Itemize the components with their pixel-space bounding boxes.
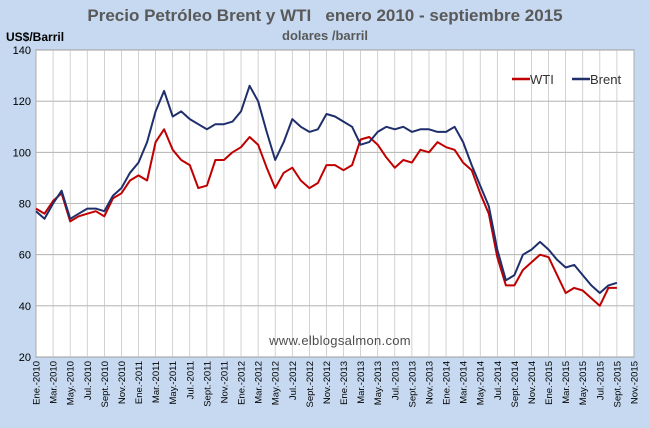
- y-axis-label: US$/Barril: [6, 30, 65, 44]
- x-tick-label: Nov.-2011: [219, 361, 230, 403]
- x-tick-label: Nov.-2012: [322, 361, 333, 404]
- x-tick-label: Sept.-2015: [612, 361, 623, 407]
- horizontal-gridlines: [36, 49, 634, 358]
- legend-label-brent: Brent: [590, 72, 621, 87]
- x-tick-label: Nov.-2014: [527, 361, 538, 404]
- x-tick-label: Ene.-2015: [544, 361, 555, 405]
- legend-label-wti: WTI: [530, 72, 554, 87]
- x-tick-label: Jul.-2013: [390, 361, 401, 400]
- y-tick-label: 40: [19, 301, 31, 313]
- watermark-text: www.elblogsalmon.com: [268, 333, 411, 348]
- x-tick-label: Sept.-2012: [305, 361, 316, 407]
- x-tick-label: May.-2015: [578, 361, 589, 405]
- x-tick-label: May.-2014: [476, 361, 487, 405]
- x-tick-label: Sept.-2010: [100, 361, 111, 407]
- x-tick-label: Mar.-2011: [151, 361, 162, 403]
- x-tick-label: Jul.-2014: [493, 361, 504, 400]
- x-tick-label: Ene.-2013: [339, 361, 350, 405]
- series-lines: [35, 84, 618, 307]
- legend: WTI Brent: [512, 72, 621, 87]
- chart-title: Precio Petróleo Brent y WTI enero 2010 -…: [87, 6, 563, 25]
- x-tick-label: Ene.-2010: [32, 361, 43, 405]
- x-tick-label: Nov.-2013: [424, 361, 435, 404]
- x-tick-label: Ene.-2011: [134, 361, 145, 404]
- y-tick-label: 20: [19, 352, 31, 364]
- chart-subtitle: dolares /barril: [282, 28, 368, 43]
- x-tick-label: Mar.-2015: [561, 361, 572, 404]
- y-tick-label: 140: [13, 45, 31, 57]
- y-tick-label: 100: [13, 147, 31, 159]
- series-line-wti: [35, 128, 617, 307]
- x-tick-label: Jul.-2015: [595, 361, 606, 400]
- x-tick-label: Sept.-2014: [510, 361, 521, 407]
- y-tick-label: 60: [19, 250, 31, 262]
- x-tick-label: Sept.-2011: [202, 361, 213, 407]
- x-tick-label: May.-2012: [271, 361, 282, 405]
- x-tick-label: Nov.-2010: [117, 361, 128, 404]
- x-tick-label: Ene.-2012: [237, 361, 248, 405]
- x-tick-label: May.-2011: [168, 361, 179, 404]
- x-tick-label: May.-2010: [66, 361, 77, 405]
- x-tick-label: Jul.-2010: [83, 361, 94, 400]
- x-tick-label: Mar.-2012: [254, 361, 265, 404]
- y-tick-labels: 20 40 60 80 100 120 140: [13, 45, 31, 364]
- x-tick-labels: Ene.-2010 Mar.-2010 May.-2010 Jul.-2010 Sept…: [32, 361, 641, 407]
- x-tick-label: Mar.-2014: [459, 361, 470, 404]
- x-tick-label: Nov.-2015: [630, 361, 641, 404]
- x-tick-label: Mar.-2013: [356, 361, 367, 404]
- y-tick-label: 80: [19, 199, 31, 211]
- x-tick-label: May.-2013: [373, 361, 384, 405]
- x-tick-label: Ene.-2014: [442, 361, 453, 405]
- x-tick-label: Sept.-2013: [407, 361, 418, 407]
- vertical-gridlines: [35, 50, 635, 357]
- x-tick-label: Jul.-2012: [288, 361, 299, 400]
- series-line-brent: [35, 84, 618, 294]
- y-tick-label: 120: [13, 96, 31, 108]
- x-tick-label: Mar.-2010: [49, 361, 60, 404]
- x-tick-label: Jul.-2011: [185, 361, 196, 399]
